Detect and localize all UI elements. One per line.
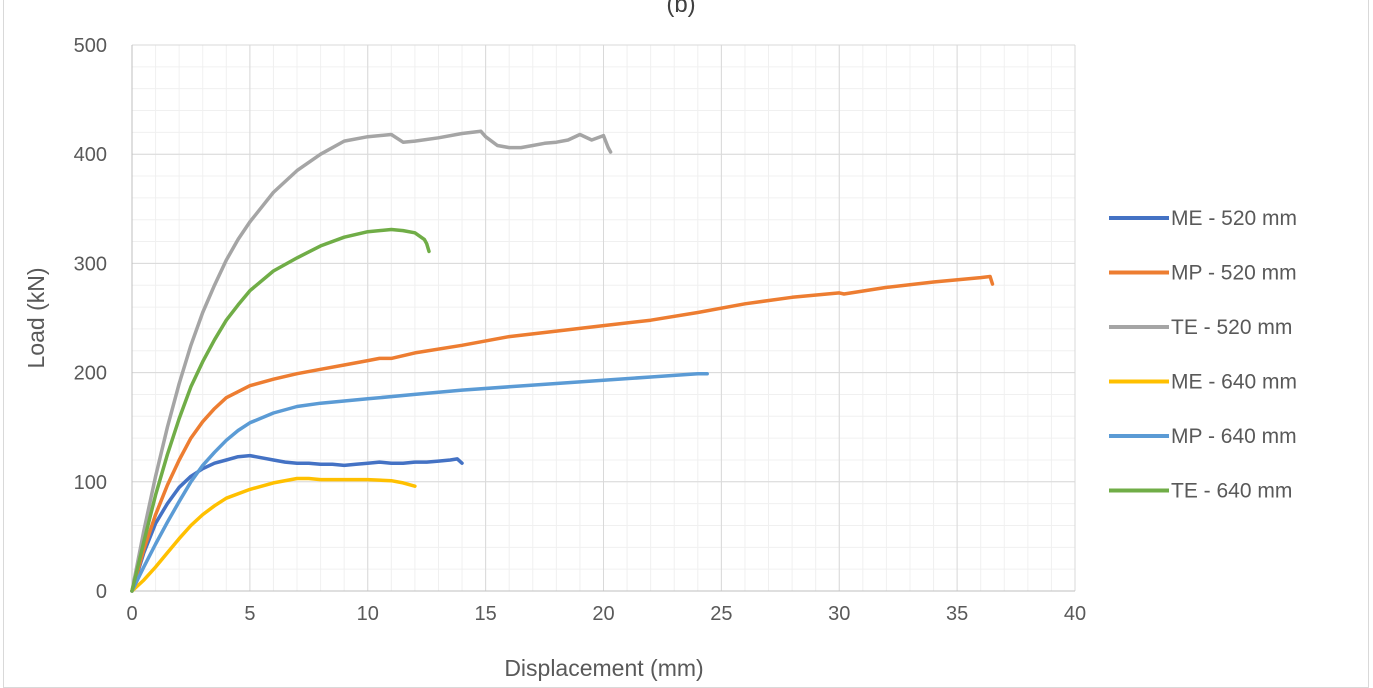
y-tick-label: 300: [74, 253, 107, 275]
y-tick-label: 100: [74, 472, 107, 494]
series-line-te-520-mm: [130, 129, 613, 593]
legend-label: MP - 520 mm: [1171, 262, 1297, 285]
series-line-mp-640-mm: [130, 371, 709, 593]
legend-item: ME - 640 mm: [1109, 371, 1297, 394]
legend-item: MP - 640 mm: [1109, 425, 1297, 448]
x-tick-label: 5: [244, 603, 255, 625]
x-tick-label: 40: [1064, 603, 1086, 625]
series-line-me-640-mm: [130, 476, 417, 593]
y-axis-label: Load (kN): [23, 268, 49, 369]
x-tick-label: 25: [710, 603, 732, 625]
y-tick-label: 200: [74, 363, 107, 385]
x-tick-label: 35: [946, 603, 968, 625]
y-tick-label: 500: [74, 35, 107, 57]
x-axis-label: Displacement (mm): [504, 655, 703, 681]
x-tick-label: 20: [592, 603, 614, 625]
legend-label: MP - 640 mm: [1171, 425, 1297, 448]
legend-label: ME - 520 mm: [1171, 207, 1297, 230]
plot-grid: [131, 44, 1076, 592]
legend-item: MP - 520 mm: [1109, 262, 1297, 285]
legend-item: TE - 640 mm: [1109, 480, 1292, 503]
x-tick-label: 15: [475, 603, 497, 625]
legend-item: TE - 520 mm: [1109, 316, 1292, 339]
series-line-me-520-mm: [130, 453, 464, 593]
y-tick-label: 400: [74, 144, 107, 166]
plot-axes: [131, 45, 1075, 592]
legend-item: ME - 520 mm: [1109, 207, 1297, 230]
series-line-te-640-mm: [130, 227, 431, 593]
legend-label: TE - 520 mm: [1171, 316, 1292, 339]
series-line-mp-520-mm: [130, 274, 995, 593]
x-tick-label: 10: [357, 603, 379, 625]
series-layer: [130, 129, 995, 593]
legend-label: ME - 640 mm: [1171, 371, 1297, 394]
legend-label: TE - 640 mm: [1171, 480, 1292, 503]
legend: ME - 520 mm MP - 520 mm TE - 520 mm ME - 64…: [1109, 207, 1297, 503]
y-tick-label: 0: [96, 581, 107, 603]
chart-title: (b): [666, 0, 695, 18]
x-tick-label: 0: [126, 603, 137, 625]
x-tick-label: 30: [828, 603, 850, 625]
